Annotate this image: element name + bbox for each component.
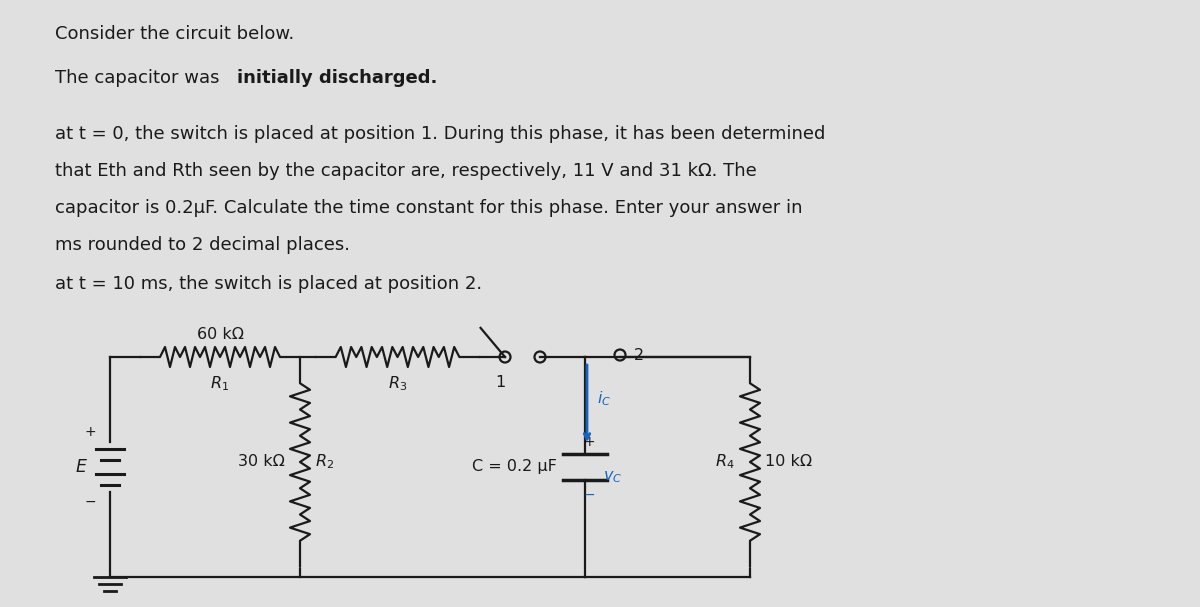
Text: 30 kΩ: 30 kΩ — [238, 455, 286, 469]
Text: $E$: $E$ — [76, 458, 88, 476]
Text: $v_C$: $v_C$ — [602, 469, 623, 485]
Text: $R_3$: $R_3$ — [388, 374, 407, 393]
Text: $R_4$: $R_4$ — [715, 453, 734, 472]
Text: that Eth and Rth seen by the capacitor are, respectively, 11 V and 31 kΩ. The: that Eth and Rth seen by the capacitor a… — [55, 162, 757, 180]
Text: −: − — [84, 495, 96, 509]
Text: capacitor is 0.2µF. Calculate the time constant for this phase. Enter your answe: capacitor is 0.2µF. Calculate the time c… — [55, 199, 803, 217]
Text: at t = 10 ms, the switch is placed at position 2.: at t = 10 ms, the switch is placed at po… — [55, 275, 482, 293]
Text: initially discharged.: initially discharged. — [238, 69, 437, 87]
Text: The capacitor was: The capacitor was — [55, 69, 226, 87]
Text: C = 0.2 μF: C = 0.2 μF — [472, 459, 557, 475]
Text: 1: 1 — [494, 375, 505, 390]
Text: +: + — [583, 435, 595, 449]
Text: $R_1$: $R_1$ — [210, 374, 229, 393]
Text: Consider the circuit below.: Consider the circuit below. — [55, 25, 294, 43]
Text: −: − — [583, 488, 595, 502]
Text: 10 kΩ: 10 kΩ — [766, 455, 812, 469]
Text: 60 kΩ: 60 kΩ — [197, 327, 244, 342]
Text: ms rounded to 2 decimal places.: ms rounded to 2 decimal places. — [55, 236, 350, 254]
Text: $i_C$: $i_C$ — [596, 389, 611, 408]
Text: +: + — [84, 425, 96, 439]
Text: at t = 0, the switch is placed at position 1. During this phase, it has been det: at t = 0, the switch is placed at positi… — [55, 125, 826, 143]
Text: 2: 2 — [634, 347, 644, 362]
Text: $R_2$: $R_2$ — [314, 453, 334, 472]
